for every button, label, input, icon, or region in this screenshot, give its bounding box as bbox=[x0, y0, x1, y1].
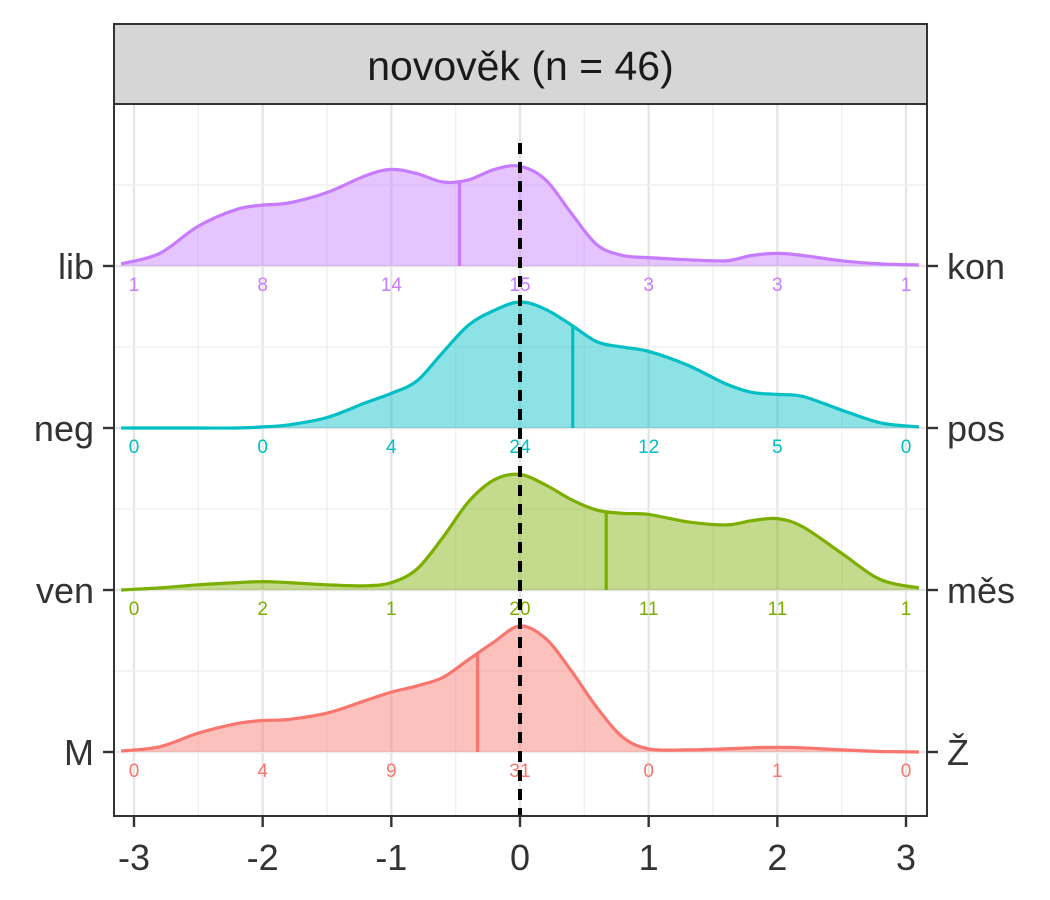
y-label-left: lib bbox=[58, 246, 94, 287]
x-tick-label: -2 bbox=[247, 837, 279, 878]
ridge-area-neg bbox=[121, 301, 919, 429]
strip-background bbox=[113, 23, 928, 105]
ridge-area-lib bbox=[121, 165, 919, 266]
count-label: 1 bbox=[129, 275, 140, 296]
count-label: 11 bbox=[767, 599, 787, 620]
count-label: 0 bbox=[129, 761, 140, 782]
y-label-right: pos bbox=[947, 408, 1005, 449]
x-tick-label: 2 bbox=[767, 837, 787, 878]
count-label: 0 bbox=[129, 599, 140, 620]
count-label: 4 bbox=[386, 437, 397, 458]
y-label-left: neg bbox=[34, 408, 94, 449]
x-tick-label: -1 bbox=[375, 837, 407, 878]
x-tick-label: 3 bbox=[896, 837, 916, 878]
count-label: 1 bbox=[901, 599, 912, 620]
count-label: 0 bbox=[643, 761, 654, 782]
count-label: 9 bbox=[386, 761, 397, 782]
count-label: 4 bbox=[257, 761, 268, 782]
count-label: 1 bbox=[901, 275, 912, 296]
x-tick-label: 1 bbox=[639, 837, 659, 878]
chart-title: novověk (n = 46) bbox=[367, 43, 674, 89]
count-label: 2 bbox=[257, 599, 268, 620]
y-label-left: ven bbox=[36, 570, 94, 611]
count-label: 0 bbox=[257, 437, 268, 458]
count-label: 11 bbox=[639, 599, 659, 620]
count-label: 0 bbox=[129, 437, 140, 458]
y-label-right: Ž bbox=[947, 732, 969, 773]
count-label: 1 bbox=[386, 599, 397, 620]
count-label: 12 bbox=[638, 437, 659, 458]
count-label: 14 bbox=[381, 275, 403, 296]
count-label: 1 bbox=[772, 761, 783, 782]
y-label-right: měs bbox=[947, 570, 1015, 611]
x-tick-label: 0 bbox=[510, 837, 530, 878]
ridge-area-M bbox=[121, 625, 919, 752]
count-label: 8 bbox=[257, 275, 268, 296]
count-label: 0 bbox=[901, 437, 912, 458]
count-label: 3 bbox=[772, 275, 783, 296]
y-label-left: M bbox=[64, 732, 94, 773]
count-label: 5 bbox=[772, 437, 783, 458]
x-tick-label: -3 bbox=[118, 837, 150, 878]
count-label: 3 bbox=[643, 275, 654, 296]
y-label-right: kon bbox=[947, 246, 1005, 287]
count-label: 0 bbox=[901, 761, 912, 782]
